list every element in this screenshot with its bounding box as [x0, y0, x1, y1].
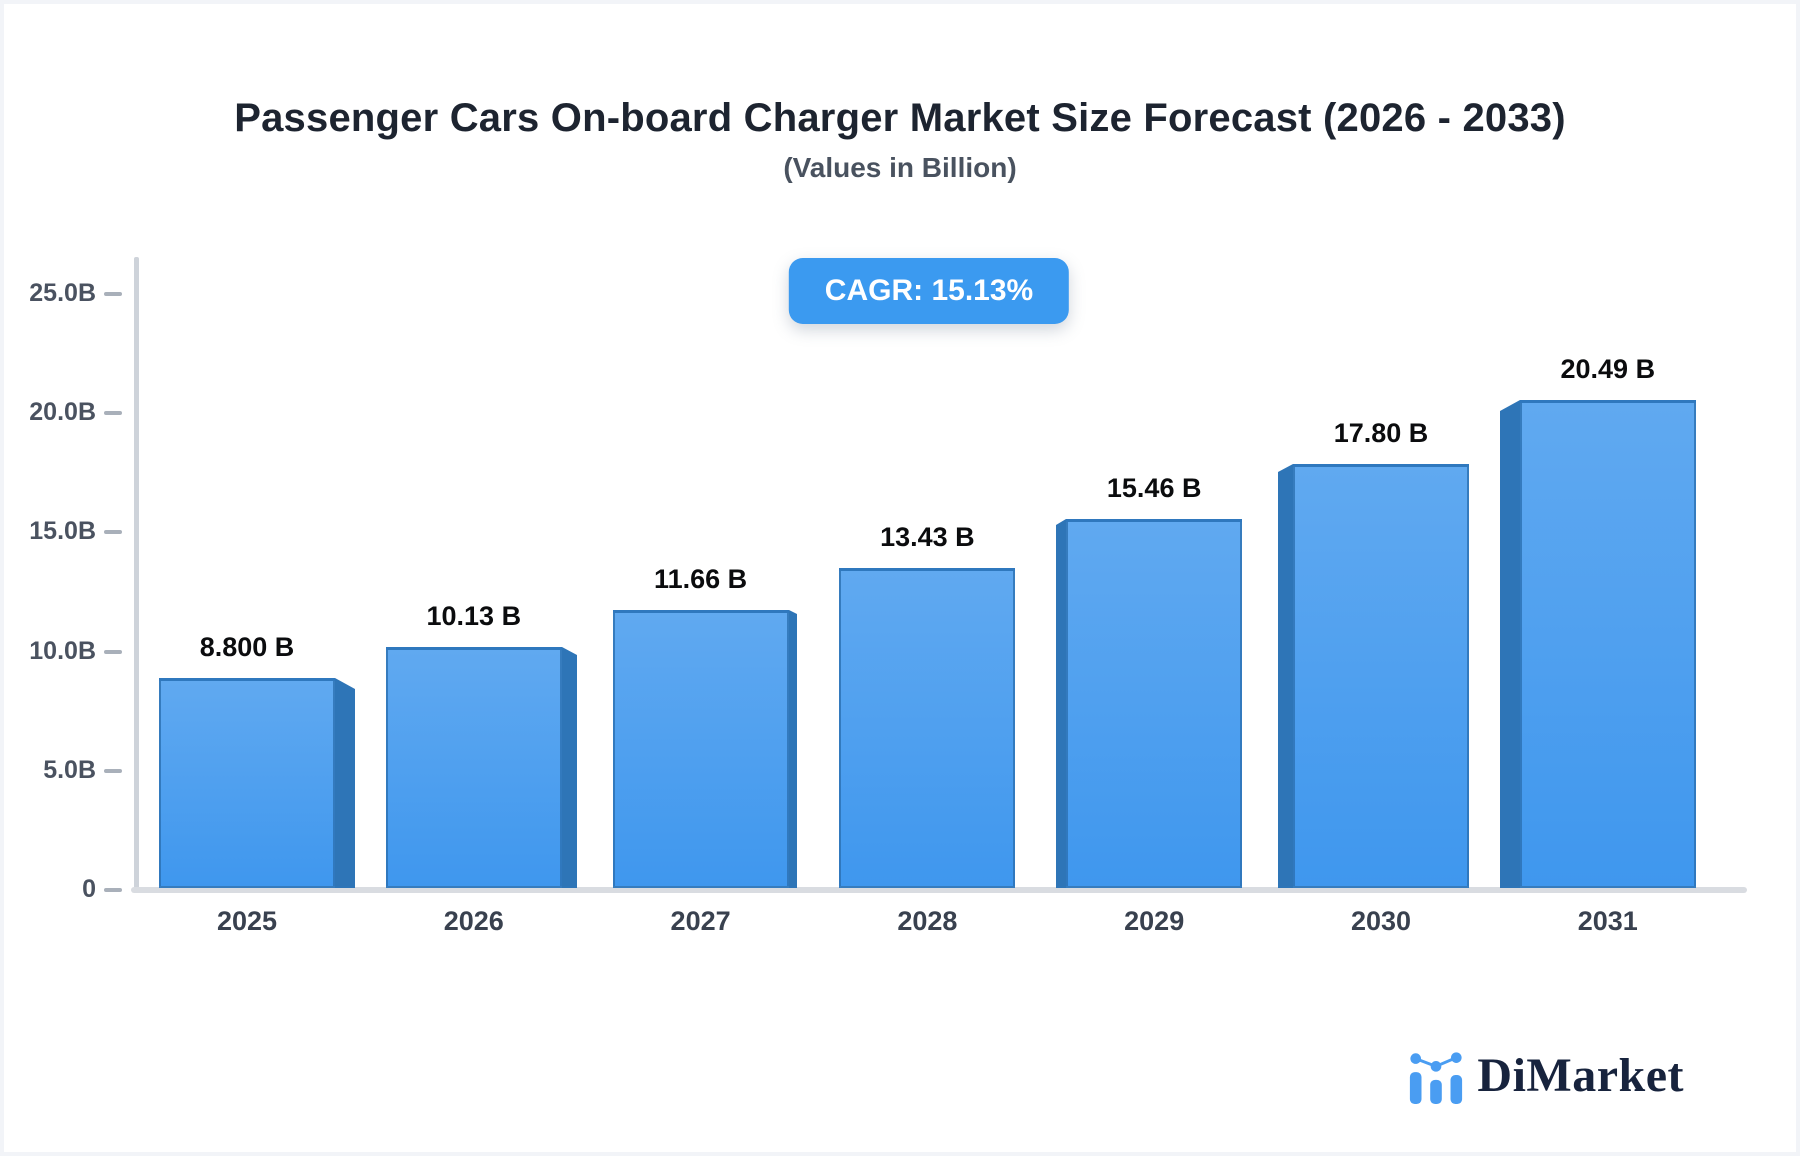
y-tick-dash: [104, 411, 122, 416]
chart-subtitle: (Values in Billion): [783, 152, 1017, 183]
x-tick-label: 2028: [897, 906, 958, 936]
x-tick-label: 2031: [1577, 906, 1638, 936]
x-tick-label: 2030: [1350, 906, 1412, 936]
cagr-badge: CAGR: 15.13%: [788, 258, 1070, 324]
bar-value-label: 10.13 B: [426, 601, 522, 631]
bar-side-face: [335, 678, 355, 888]
bar: [1293, 464, 1469, 888]
bar-value-label: 17.80 B: [1333, 418, 1429, 448]
y-tick-dash: [104, 292, 122, 296]
x-axis-line: [131, 887, 1747, 893]
bar-side-face: [1500, 400, 1520, 888]
mini-bar-chart-icon: [1410, 1052, 1463, 1105]
x-tick-label: 2029: [1124, 906, 1185, 936]
bar-side-face: [1278, 464, 1293, 888]
y-tick-dash: [104, 768, 122, 773]
brand-name: DiMarket: [1477, 1049, 1684, 1102]
bar: [1520, 400, 1696, 888]
bar-side-face: [789, 610, 797, 888]
y-axis-line: [134, 257, 139, 892]
bar-value-label: 13.43 B: [880, 522, 975, 552]
y-tick-label: 5.0B: [43, 755, 96, 784]
y-tick-label: 20.0B: [29, 398, 96, 427]
y-tick-dash: [104, 530, 122, 535]
y-tick-label: 15.0B: [29, 517, 96, 546]
x-tick-label: 2025: [216, 906, 278, 936]
bar-side-face: [1056, 519, 1066, 888]
bar: [1066, 519, 1242, 888]
bar: [386, 647, 562, 888]
bar: [613, 610, 789, 888]
bar-value-label: 20.49 B: [1560, 354, 1656, 384]
plot-area: 0 5.0B 10.0B 15.0B 20.0B 25.0B 8.800 B 2025 10.1…: [4, 4, 1796, 1152]
y-tick-label: 0: [82, 875, 96, 903]
chart-title: Passenger Cars On-board Charger Market S…: [234, 96, 1566, 140]
y-tick-label: 10.0B: [29, 636, 96, 665]
bar: [159, 678, 335, 888]
y-tick-dash: [104, 649, 122, 654]
brand-logo: DiMarket: [1407, 1046, 1684, 1106]
x-tick-label: 2027: [670, 906, 731, 936]
bar-value-label: 15.46 B: [1106, 473, 1202, 503]
y-tick-dash: [104, 888, 122, 892]
bar-value-label: 8.800 B: [199, 632, 295, 662]
bar-side-face: [562, 647, 577, 888]
bar: [839, 568, 1015, 888]
y-tick-label: 25.0B: [29, 279, 96, 307]
bar-value-label: 11.66 B: [654, 564, 748, 594]
x-tick-label: 2026: [443, 906, 504, 936]
